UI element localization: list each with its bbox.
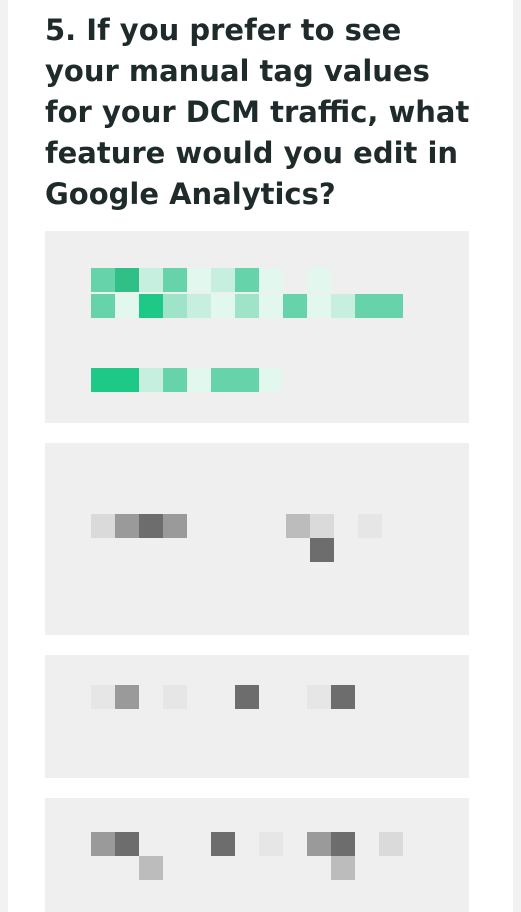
pixelated-text-line-3	[91, 368, 281, 392]
answer-option-c-label	[45, 655, 46, 656]
quiz-page: 5. If you prefer to see your manual tag …	[8, 0, 513, 912]
pixelated-text-line-2	[91, 294, 403, 318]
answer-option-d[interactable]	[45, 798, 469, 912]
pixelated-text-line-1	[91, 685, 355, 709]
pixelated-text-line-2	[139, 856, 355, 880]
pixelated-text-line-1	[91, 268, 355, 292]
answer-option-a-label	[45, 231, 46, 232]
pixelated-text-word-1	[91, 514, 187, 538]
answer-option-b-label	[45, 443, 46, 444]
pixelated-text-word-2	[286, 514, 382, 538]
answer-option-a[interactable]	[45, 231, 469, 423]
pixelated-text-word-3	[310, 538, 334, 562]
answer-option-c[interactable]	[45, 655, 469, 778]
pixelated-text-line-1	[91, 832, 403, 856]
answer-option-d-label	[45, 798, 46, 799]
answer-option-b[interactable]	[45, 443, 469, 635]
question-title: 5. If you prefer to see your manual tag …	[45, 13, 470, 211]
